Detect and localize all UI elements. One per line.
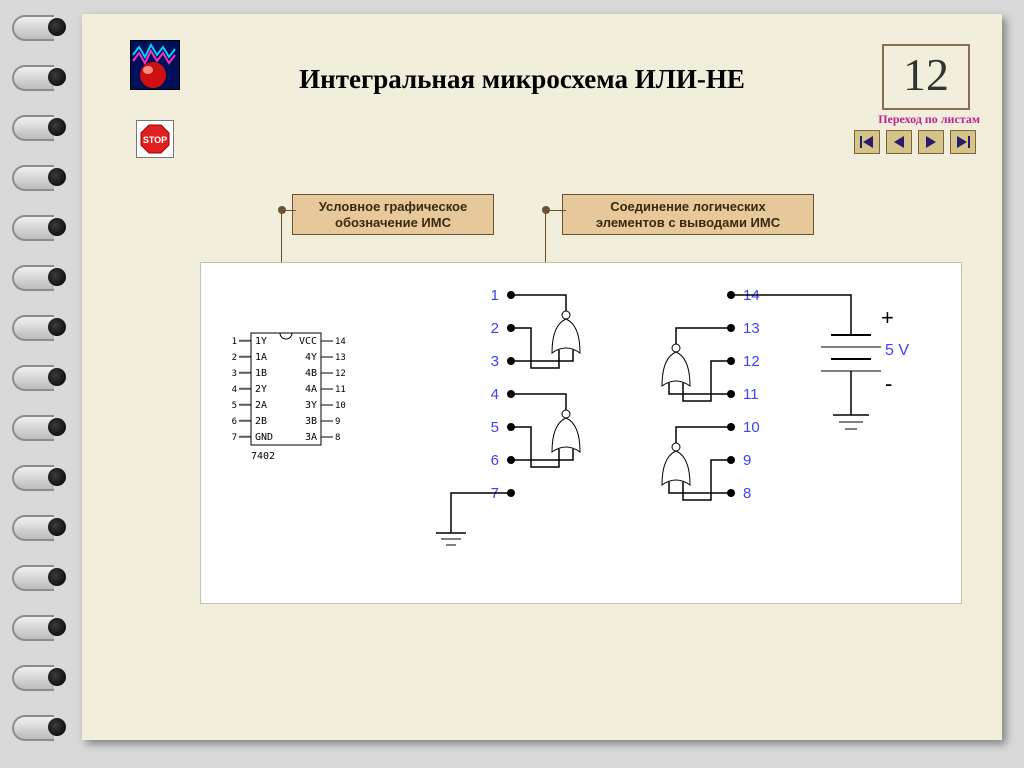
svg-text:14: 14 [335, 337, 346, 347]
svg-text:2B: 2B [255, 416, 267, 427]
svg-text:3B: 3B [305, 416, 317, 427]
callout-text: элементов с выводами ИМС [596, 215, 780, 230]
svg-text:1: 1 [232, 337, 237, 347]
nav-first[interactable] [854, 130, 880, 154]
circuit-diagram: 11Y14VCC21A134Y31B124B42Y114A52A103Y62B9… [200, 262, 962, 604]
circuit-svg: 11Y14VCC21A134Y31B124B42Y114A52A103Y62B9… [201, 263, 961, 603]
svg-text:4Y: 4Y [305, 352, 317, 363]
logo-icon [130, 40, 180, 90]
svg-text:GND: GND [255, 432, 273, 443]
svg-text:6: 6 [491, 452, 499, 469]
page-number-box: 12 [882, 44, 970, 110]
svg-text:9: 9 [335, 417, 340, 427]
svg-text:4B: 4B [305, 368, 317, 379]
presentation-stage: // placeholder – rings drawn below via J… [0, 0, 1024, 768]
leader-line [546, 210, 566, 211]
svg-text:5: 5 [491, 419, 499, 436]
svg-text:5 V: 5 V [885, 342, 909, 359]
svg-text:4: 4 [491, 386, 499, 403]
svg-text:8: 8 [335, 433, 340, 443]
callout-graphic-symbol: Условное графическое обозначение ИМС [292, 194, 494, 235]
svg-text:13: 13 [743, 320, 760, 337]
svg-text:5: 5 [232, 401, 237, 411]
svg-text:3Y: 3Y [305, 400, 317, 411]
svg-text:11: 11 [743, 386, 759, 403]
svg-text:7: 7 [232, 433, 237, 443]
svg-text:1A: 1A [255, 352, 267, 363]
svg-text:1: 1 [491, 287, 499, 304]
svg-text:VCC: VCC [299, 336, 317, 347]
svg-text:13: 13 [335, 353, 346, 363]
svg-text:6: 6 [232, 417, 237, 427]
nav-next[interactable] [918, 130, 944, 154]
svg-text:2: 2 [491, 320, 499, 337]
stop-text: STOP [143, 135, 167, 145]
svg-text:3: 3 [232, 369, 237, 379]
nav-label: Переход по листам [878, 112, 980, 127]
svg-text:1B: 1B [255, 368, 267, 379]
nav-button-group [854, 130, 976, 154]
page-number: 12 [903, 49, 949, 100]
svg-text:10: 10 [743, 419, 760, 436]
svg-text:1Y: 1Y [255, 336, 267, 347]
spiral-binding: // placeholder – rings drawn below via J… [14, 0, 74, 768]
callout-connections: Соединение логических элементов с вывода… [562, 194, 814, 235]
svg-text:10: 10 [335, 401, 346, 411]
svg-text:9: 9 [743, 452, 751, 469]
slide-title: Интегральная микросхема ИЛИ-НЕ [242, 64, 802, 95]
svg-text:-: - [885, 371, 892, 396]
svg-text:2Y: 2Y [255, 384, 267, 395]
svg-text:3A: 3A [305, 432, 317, 443]
nav-last[interactable] [950, 130, 976, 154]
svg-text:12: 12 [743, 353, 760, 370]
stop-button[interactable]: STOP [136, 120, 174, 158]
svg-text:2: 2 [232, 353, 237, 363]
svg-text:4: 4 [232, 385, 237, 395]
svg-text:3: 3 [491, 353, 499, 370]
callout-text: Условное графическое [319, 199, 467, 214]
svg-text:8: 8 [743, 485, 751, 502]
svg-text:2A: 2A [255, 400, 267, 411]
svg-text:4A: 4A [305, 384, 317, 395]
svg-text:+: + [881, 305, 894, 330]
svg-text:7402: 7402 [251, 451, 275, 462]
callout-text: Соединение логических [610, 199, 766, 214]
svg-text:12: 12 [335, 369, 346, 379]
svg-text:11: 11 [335, 385, 346, 395]
nav-prev[interactable] [886, 130, 912, 154]
slide-page: STOP Интегральная микросхема ИЛИ-НЕ 12 П… [82, 14, 1002, 740]
callout-text: обозначение ИМС [335, 215, 451, 230]
leader-line [282, 210, 296, 211]
